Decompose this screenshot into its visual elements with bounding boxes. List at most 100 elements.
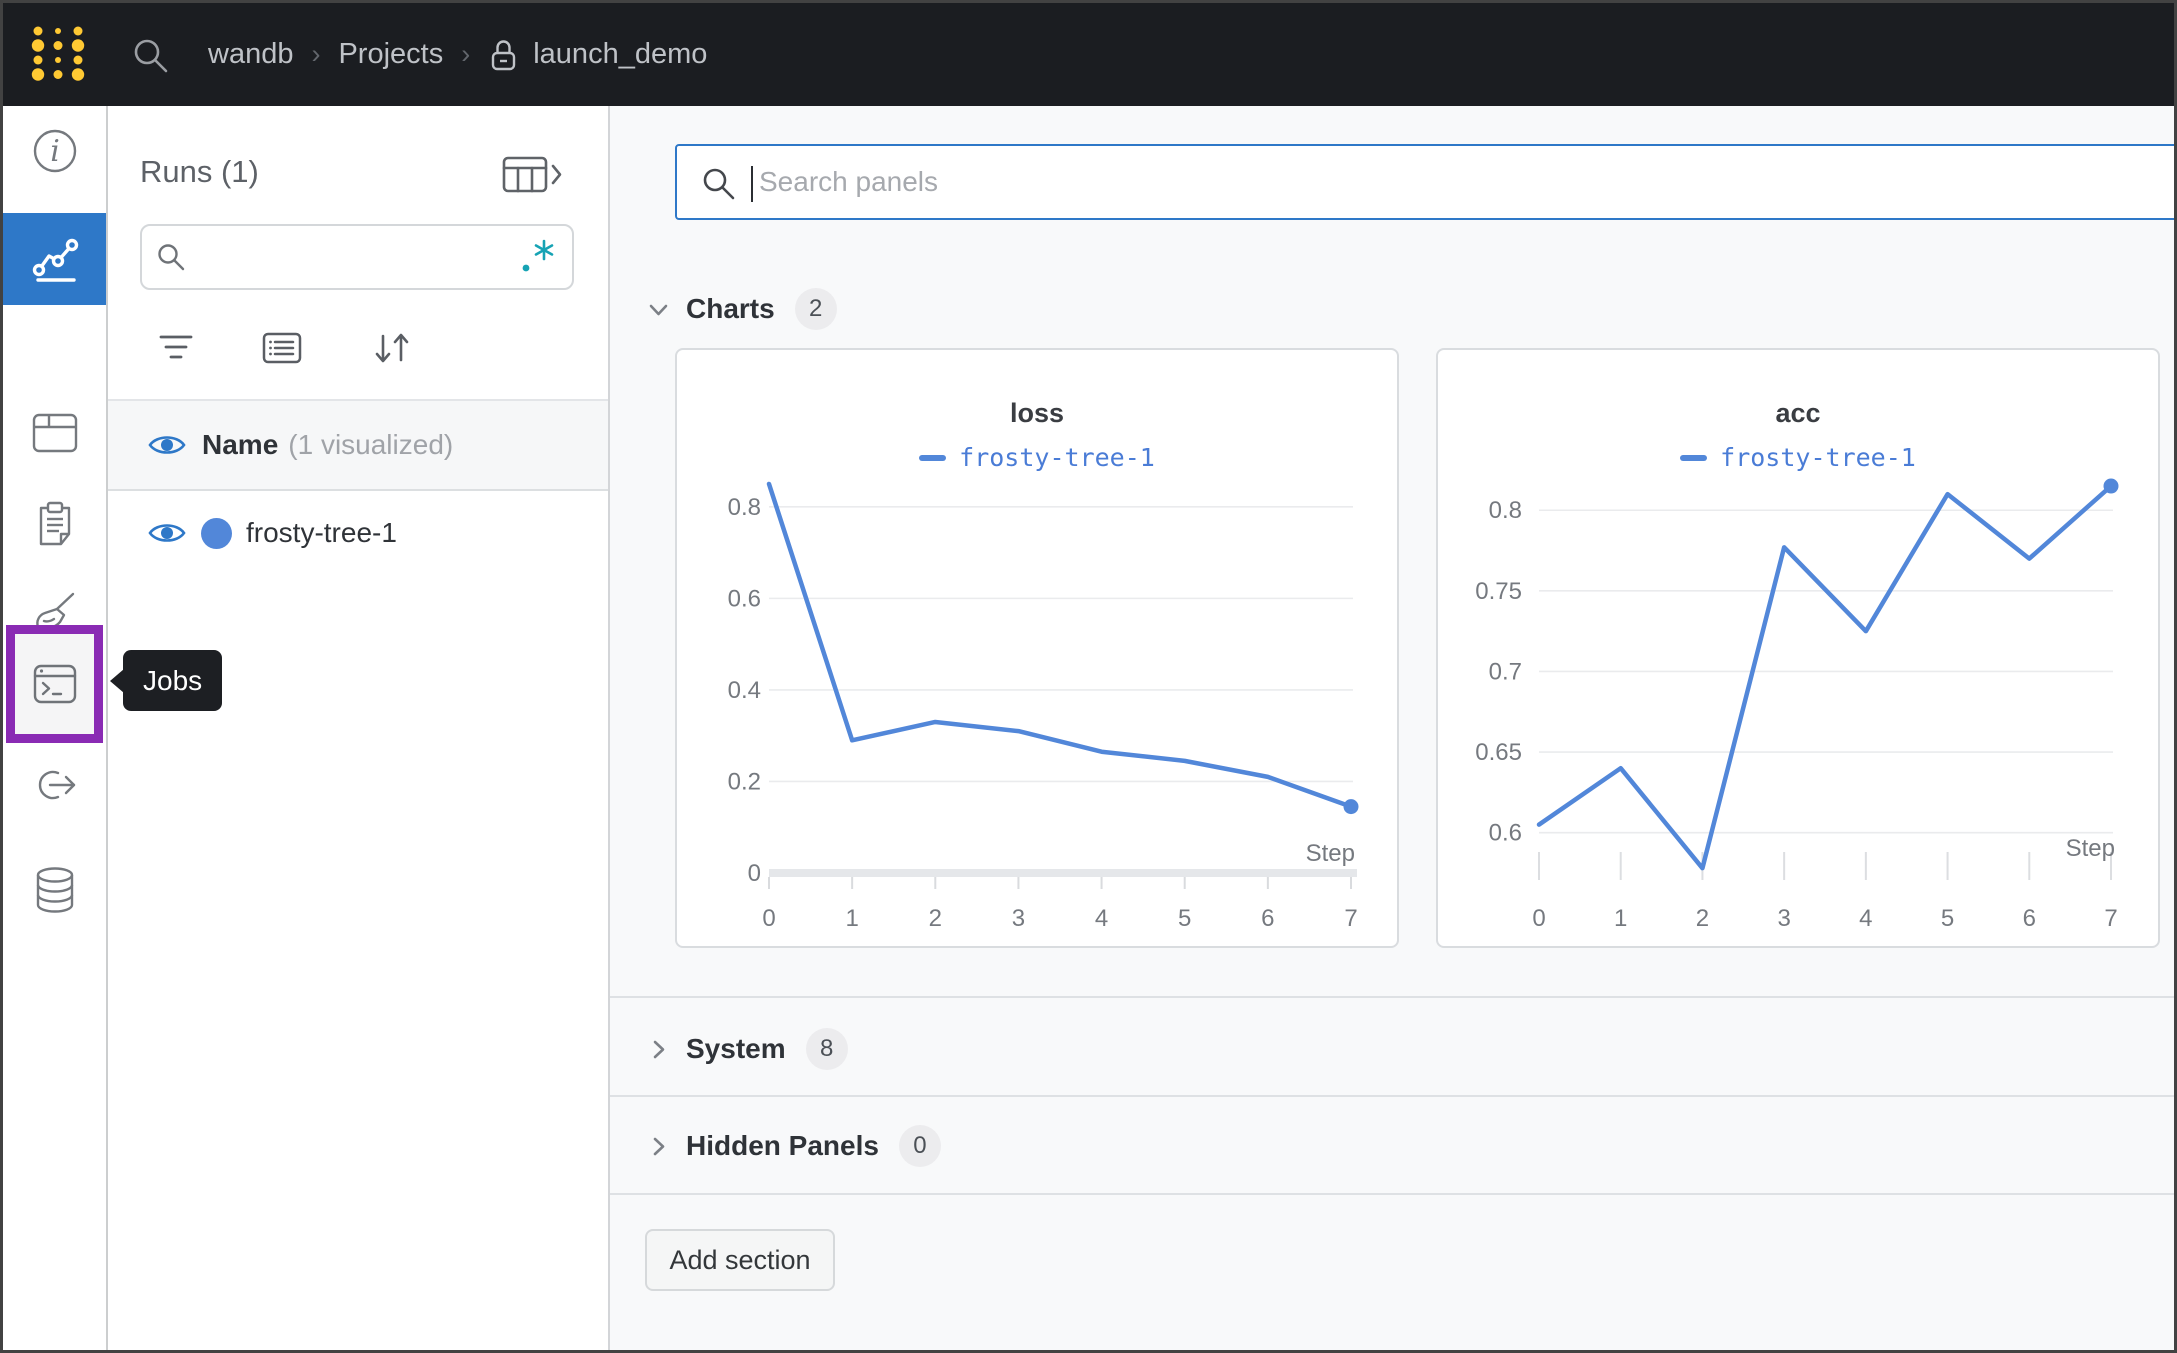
panel-search-box	[675, 144, 2177, 220]
run-name[interactable]: frosty-tree-1	[246, 517, 397, 549]
svg-text:6: 6	[1261, 905, 1274, 932]
visibility-eye-icon[interactable]	[148, 519, 186, 547]
visibility-eye-icon[interactable]	[148, 431, 186, 459]
runs-search-input[interactable]	[186, 242, 518, 273]
runs-header-visualized-count: (1 visualized)	[288, 429, 453, 461]
add-section-button[interactable]: Add section	[645, 1229, 835, 1291]
divider	[610, 1095, 2177, 1097]
automations-button[interactable]	[3, 765, 106, 805]
svg-text:7: 7	[2104, 905, 2117, 932]
text-caret	[751, 166, 753, 202]
section-charts-header[interactable]: Charts 2	[645, 284, 837, 334]
divider	[610, 996, 2177, 998]
breadcrumb-entity[interactable]: wandb	[208, 38, 293, 71]
svg-text:2: 2	[1696, 905, 1709, 932]
search-icon	[156, 242, 186, 272]
svg-text:Step: Step	[2066, 835, 2115, 862]
svg-text:5: 5	[1178, 905, 1191, 932]
svg-text:1: 1	[1614, 905, 1627, 932]
svg-text:0: 0	[762, 905, 775, 932]
link-arrow-icon	[32, 765, 78, 805]
regex-toggle-icon[interactable]	[518, 237, 558, 277]
svg-text:0.7: 0.7	[1489, 658, 1522, 685]
section-hidden-panels-count-badge: 0	[899, 1125, 941, 1167]
svg-text:0.8: 0.8	[1489, 497, 1522, 524]
runs-toolbar	[108, 326, 608, 374]
breadcrumb: wandb › Projects › launch_demo	[208, 3, 707, 106]
artifacts-button[interactable]	[3, 866, 106, 914]
charts-grid: loss frosty-tree-1 0 0.2 0.4 0.6 0.8 0 1 2 3 4 5 6 7…	[675, 348, 2160, 948]
section-charts-label: Charts	[686, 293, 775, 325]
svg-text:0.6: 0.6	[728, 585, 761, 612]
app-window: wandb › Projects › launch_demo i	[0, 0, 2177, 1353]
chart-legend: frosty-tree-1	[677, 443, 1397, 472]
search-icon	[701, 166, 737, 202]
divider	[610, 1193, 2177, 1195]
breadcrumb-separator: ›	[459, 39, 472, 70]
clipboard-icon	[33, 501, 77, 547]
chevron-down-icon	[645, 296, 672, 323]
legend-dash-icon	[1680, 455, 1707, 461]
svg-text:3: 3	[1012, 905, 1025, 932]
svg-text:1: 1	[845, 905, 858, 932]
breadcrumb-projects[interactable]: Projects	[338, 38, 443, 71]
workspace-main: Charts 2 loss frosty-tree-1 0 0.2 0.4 0.6 0.…	[610, 106, 2177, 1353]
svg-text:0.65: 0.65	[1475, 739, 1522, 766]
breadcrumb-separator: ›	[309, 39, 322, 70]
jobs-tooltip: Jobs	[123, 650, 222, 711]
line-chart-icon	[30, 234, 80, 284]
svg-text:0: 0	[1532, 905, 1545, 932]
chart-card-loss[interactable]: loss frosty-tree-1 00.20.40.60.801234567…	[675, 348, 1399, 948]
filter-icon[interactable]	[154, 328, 198, 368]
terminal-icon	[32, 663, 78, 705]
svg-text:0.8: 0.8	[728, 494, 761, 521]
runs-table-button[interactable]	[3, 413, 106, 453]
search-icon[interactable]	[131, 36, 171, 76]
svg-text:3: 3	[1777, 905, 1790, 932]
legend-run-name: frosty-tree-1	[959, 443, 1155, 472]
expand-runs-table-button[interactable]	[502, 154, 562, 196]
chevron-right-icon	[645, 1036, 672, 1063]
table-icon	[32, 413, 78, 453]
runs-list-header: Name (1 visualized)	[108, 401, 608, 491]
run-color-dot	[201, 518, 232, 549]
jobs-tooltip-label: Jobs	[143, 665, 202, 697]
legend-dash-icon	[919, 455, 946, 461]
svg-text:4: 4	[1095, 905, 1108, 932]
acc-line-chart: 0.60.650.70.750.801234567Step	[1438, 478, 2158, 938]
runs-panel-title: Runs (1)	[140, 154, 259, 190]
section-system-count-badge: 8	[806, 1028, 848, 1070]
svg-text:i: i	[50, 134, 60, 169]
top-nav-bar: wandb › Projects › launch_demo	[3, 3, 2174, 106]
section-hidden-panels-header[interactable]: Hidden Panels 0	[645, 1121, 941, 1171]
breadcrumb-project-name[interactable]: launch_demo	[533, 38, 707, 71]
panel-search-input[interactable]	[757, 146, 2157, 218]
runs-header-name: Name	[202, 429, 278, 461]
svg-text:0.2: 0.2	[728, 768, 761, 795]
svg-text:2: 2	[929, 905, 942, 932]
sort-icon[interactable]	[370, 328, 414, 368]
svg-text:Step: Step	[1306, 840, 1355, 867]
jobs-button-highlighted[interactable]	[6, 625, 103, 743]
svg-text:6: 6	[2023, 905, 2036, 932]
svg-text:4: 4	[1859, 905, 1872, 932]
loss-line-chart: 00.20.40.60.801234567Step	[677, 478, 1397, 938]
wandb-logo[interactable]	[29, 23, 87, 85]
svg-text:5: 5	[1941, 905, 1954, 932]
left-icon-rail: i	[3, 106, 108, 1353]
group-list-icon[interactable]	[260, 328, 304, 368]
svg-text:0.4: 0.4	[728, 677, 761, 704]
chart-legend: frosty-tree-1	[1438, 443, 2158, 472]
database-icon	[32, 866, 78, 914]
logs-button[interactable]	[3, 501, 106, 547]
chart-title: loss	[677, 398, 1397, 429]
svg-text:0.75: 0.75	[1475, 578, 1522, 605]
section-system-label: System	[686, 1033, 786, 1065]
runs-panel: Runs (1)	[108, 106, 610, 1353]
workspace-button-active[interactable]	[3, 213, 106, 305]
section-system-header[interactable]: System 8	[645, 1024, 848, 1074]
overview-button[interactable]: i	[3, 128, 106, 174]
chart-card-acc[interactable]: acc frosty-tree-1 0.60.650.70.750.801234…	[1436, 348, 2160, 948]
run-row[interactable]: frosty-tree-1	[108, 491, 608, 575]
svg-text:0: 0	[748, 860, 761, 887]
